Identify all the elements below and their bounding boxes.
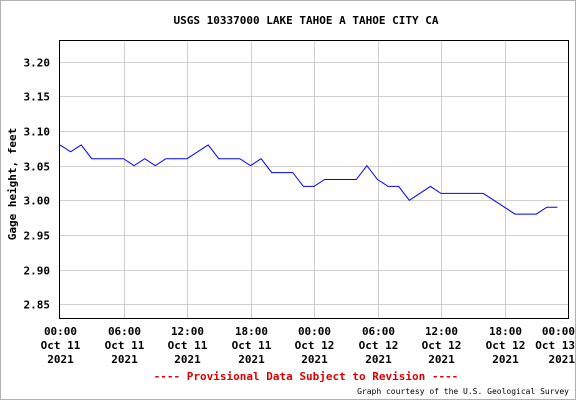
y-tick-label: 2.90 [24, 265, 51, 278]
y-tick-label: 2.85 [24, 299, 51, 312]
y-tick-label: 2.95 [24, 230, 51, 243]
credit-text: Graph courtesy of the U.S. Geological Su… [357, 387, 569, 396]
plot-area [59, 40, 569, 319]
y-tick-label: 3.20 [24, 57, 51, 70]
x-tick-label: 12:00 Oct 11 2021 [168, 325, 208, 366]
y-tick-label: 3.05 [24, 161, 51, 174]
x-tick-label: 00:00 Oct 12 2021 [295, 325, 335, 366]
x-tick-label: 00:00 Oct 13 2021 [535, 325, 575, 366]
x-tick-label: 06:00 Oct 11 2021 [105, 325, 145, 366]
chart-title: USGS 10337000 LAKE TAHOE A TAHOE CITY CA [174, 14, 439, 27]
y-tick-labels: 2.85 2.90 2.95 3.00 3.05 3.10 3.15 3.20 [24, 57, 51, 312]
y-tick-label: 3.00 [24, 195, 51, 208]
x-tick-label: 18:00 Oct 11 2021 [232, 325, 272, 366]
y-tick-label: 3.10 [24, 126, 51, 139]
y-axis-label: Gage height, feet [6, 128, 19, 241]
x-tick-label: 18:00 Oct 12 2021 [486, 325, 526, 366]
series-layer [59, 144, 558, 215]
grid-lines [60, 41, 568, 318]
series-line [59, 144, 558, 215]
x-tick-label: 12:00 Oct 12 2021 [422, 325, 462, 366]
x-tick-label: 00:00 Oct 11 2021 [41, 325, 81, 366]
x-tick-label: 06:00 Oct 12 2021 [359, 325, 399, 366]
x-tick-labels: 00:00 Oct 11 2021 06:00 Oct 11 2021 12:00 Oct 1… [41, 325, 575, 366]
provisional-notice: ---- Provisional Data Subject to Revisio… [154, 370, 459, 383]
y-tick-label: 3.15 [24, 91, 51, 104]
